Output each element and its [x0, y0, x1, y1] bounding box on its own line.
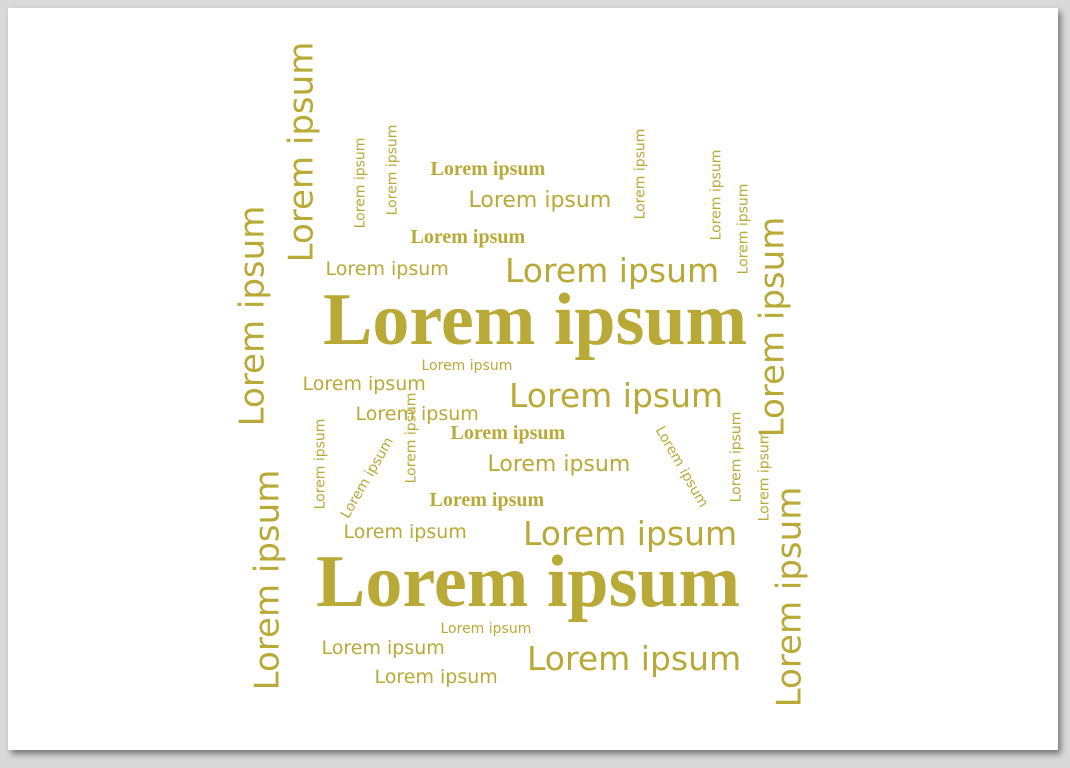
word-cloud-word: Lorem ipsum [523, 513, 738, 553]
word-cloud-word: Lorem ipsum [355, 402, 479, 425]
word-cloud-word: Lorem ipsum [727, 411, 744, 503]
word-cloud-word: Lorem ipsum [768, 486, 809, 708]
word-cloud-word: Lorem ipsum [450, 422, 566, 444]
word-cloud-word: Lorem ipsum [316, 541, 741, 623]
word-cloud-word: Lorem ipsum [734, 183, 751, 275]
word-cloud-word: Lorem ipsum [337, 434, 397, 522]
word-cloud-word: Lorem ipsum [246, 469, 287, 691]
word-cloud-word: Lorem ipsum [487, 452, 631, 477]
word-cloud-page: Lorem ipsum Lorem ipsum Lorem ipsum Lorem i… [8, 8, 1058, 750]
word-cloud-word: Lorem ipsum [302, 372, 426, 395]
word-cloud-word: Lorem ipsum [383, 124, 400, 216]
word-cloud-word: Lorem ipsum [325, 257, 449, 280]
word-cloud-word: Lorem ipsum [311, 418, 328, 510]
word-cloud-word: Lorem ipsum [351, 137, 368, 229]
word-cloud-word: Lorem ipsum [410, 226, 526, 248]
word-cloud-word: Lorem ipsum [421, 358, 513, 374]
word-cloud-word: Lorem ipsum [343, 520, 467, 543]
word-cloud-word: Lorem ipsum [509, 375, 724, 415]
word-cloud-word: Lorem ipsum [755, 430, 772, 522]
word-cloud-word: Lorem ipsum [631, 128, 648, 220]
word-cloud-word: Lorem ipsum [751, 216, 792, 438]
word-cloud-word: Lorem ipsum [527, 638, 742, 678]
word-cloud-word: Lorem ipsum [468, 188, 612, 213]
word-cloud-word: Lorem ipsum [231, 205, 272, 427]
word-cloud-word: Lorem ipsum [430, 158, 546, 180]
word-cloud-word: Lorem ipsum [280, 41, 321, 263]
word-cloud-word: Lorem ipsum [429, 489, 545, 511]
word-cloud-word: Lorem ipsum [402, 392, 419, 484]
word-cloud-word: Lorem ipsum [323, 279, 748, 361]
word-cloud-word: Lorem ipsum [505, 250, 720, 290]
word-cloud-word: Lorem ipsum [707, 149, 724, 241]
word-cloud-word: Lorem ipsum [651, 423, 711, 511]
word-cloud-word: Lorem ipsum [321, 636, 445, 659]
word-cloud-word: Lorem ipsum [440, 621, 532, 637]
word-cloud-word: Lorem ipsum [374, 665, 498, 688]
